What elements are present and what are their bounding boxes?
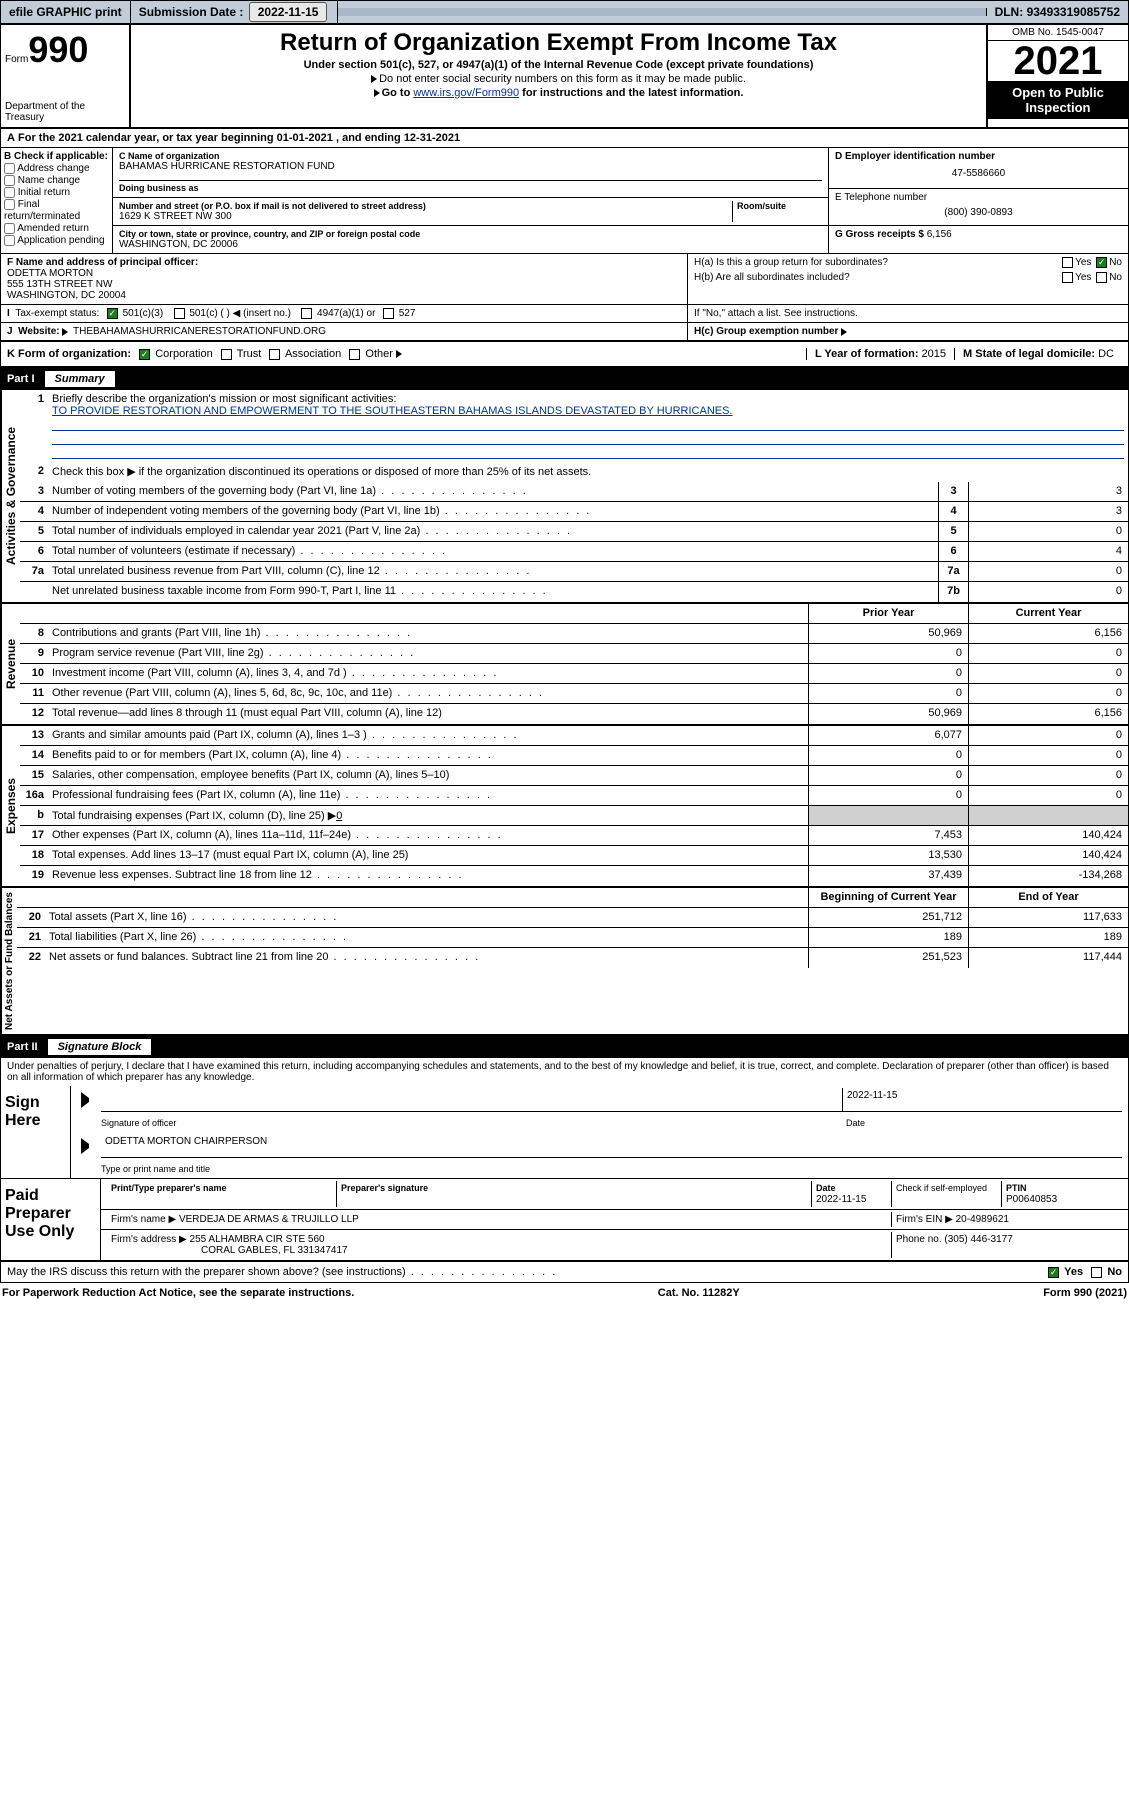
website: THEBAHAMASHURRICANERESTORATIONFUND.ORG — [73, 326, 326, 337]
section-netassets: Net Assets or Fund Balances Beginning of… — [1, 888, 1128, 1036]
chk-501c[interactable] — [174, 308, 185, 319]
chk-amended[interactable]: Amended return — [4, 223, 109, 234]
box-l: L Year of formation: 2015 — [806, 348, 954, 360]
discuss-no[interactable] — [1091, 1267, 1102, 1278]
signature-arrow-icon — [81, 1138, 97, 1154]
submission-date-button[interactable]: 2022-11-15 — [249, 2, 328, 22]
header-mid: Return of Organization Exempt From Incom… — [131, 25, 988, 127]
chk-trust[interactable] — [221, 349, 232, 360]
val-7a: 0 — [968, 562, 1128, 581]
chk-501c3[interactable] — [107, 308, 118, 319]
chk-app-pending[interactable]: Application pending — [4, 235, 109, 246]
header-right: OMB No. 1545-0047 2021 Open to Public In… — [988, 25, 1128, 127]
box-j: J Website: THEBAHAMASHURRICANERESTORATIO… — [1, 323, 688, 340]
firm-ein: 20-4989621 — [956, 1214, 1009, 1225]
org-street: 1629 K STREET NW 300 — [119, 211, 732, 222]
preparer-phone: (305) 446-3177 — [944, 1234, 1012, 1245]
tax-year: 2021 — [988, 41, 1128, 81]
chk-527[interactable] — [383, 308, 394, 319]
box-f: F Name and address of principal officer:… — [1, 254, 688, 304]
ein: 47-5586660 — [835, 162, 1122, 185]
box-b: B Check if applicable: Address change Na… — [1, 148, 113, 253]
section-revenue: Revenue Prior YearCurrent Year 8Contribu… — [1, 604, 1128, 726]
right-col: D Employer identification number 47-5586… — [828, 148, 1128, 253]
efile-header-bar: efile GRAPHIC print Submission Date : 20… — [0, 0, 1129, 24]
gross-receipts: 6,156 — [927, 229, 952, 240]
klm-row: K Form of organization: Corporation Trus… — [1, 342, 1128, 368]
chk-other[interactable] — [349, 349, 360, 360]
penalty-statement: Under penalties of perjury, I declare th… — [1, 1058, 1128, 1086]
paid-preparer-row: Paid Preparer Use Only Print/Type prepar… — [1, 1179, 1128, 1262]
chk-4947[interactable] — [301, 308, 312, 319]
chk-final-return[interactable]: Final return/terminated — [4, 199, 109, 221]
header-left: Form990 Department of the Treasury — [1, 25, 131, 127]
org-city: WASHINGTON, DC 20006 — [119, 239, 822, 250]
val-5: 0 — [968, 522, 1128, 541]
chk-name-change[interactable]: Name change — [4, 175, 109, 186]
period-line: A For the 2021 calendar year, or tax yea… — [1, 129, 1128, 148]
topbar-spacer — [338, 8, 986, 16]
vlabel-revenue: Revenue — [1, 604, 20, 724]
part2-header: Part II Signature Block — [1, 1036, 1128, 1058]
dept-treasury: Department of the Treasury — [5, 101, 125, 123]
val-6: 4 — [968, 542, 1128, 561]
box-i: I Tax-exempt status: 501(c)(3) 501(c) ( … — [1, 305, 688, 322]
phone: (800) 390-0893 — [835, 203, 1122, 222]
val-4: 3 — [968, 502, 1128, 521]
submission-cell: Submission Date : 2022-11-15 — [131, 1, 339, 23]
chk-address-change[interactable]: Address change — [4, 163, 109, 174]
sig-date: 2022-11-15 — [842, 1088, 1122, 1112]
discuss-row: May the IRS discuss this return with the… — [1, 1262, 1128, 1282]
chk-corp[interactable] — [139, 349, 150, 360]
box-k: K Form of organization: Corporation Trus… — [7, 348, 806, 360]
vlabel-netassets: Net Assets or Fund Balances — [1, 888, 17, 1034]
form-title: Return of Organization Exempt From Incom… — [139, 29, 978, 57]
section-governance: Activities & Governance 1 Briefly descri… — [1, 390, 1128, 604]
hb-no[interactable] — [1096, 272, 1107, 283]
i-row: I Tax-exempt status: 501(c)(3) 501(c) ( … — [1, 305, 1128, 323]
identity-grid: B Check if applicable: Address change Na… — [1, 148, 1128, 254]
discuss-yes[interactable] — [1048, 1267, 1059, 1278]
vlabel-expenses: Expenses — [1, 726, 20, 886]
hb-yes[interactable] — [1062, 272, 1073, 283]
vlabel-governance: Activities & Governance — [1, 390, 20, 602]
signature-arrow-icon — [81, 1092, 97, 1108]
sign-here-row: Sign Here 2022-11-15 Signature of office… — [1, 1086, 1128, 1179]
box-c: C Name of organization BAHAMAS HURRICANE… — [113, 148, 828, 253]
f-h-row: F Name and address of principal officer:… — [1, 254, 1128, 305]
open-inspection: Open to Public Inspection — [988, 81, 1128, 119]
page-footer: For Paperwork Reduction Act Notice, see … — [0, 1283, 1129, 1303]
officer-name: ODETTA MORTON CHAIRPERSON — [101, 1134, 1122, 1158]
form-subtitle: Under section 501(c), 527, or 4947(a)(1)… — [139, 59, 978, 71]
section-expenses: Expenses 13Grants and similar amounts pa… — [1, 726, 1128, 888]
box-h: H(a) Is this a group return for subordin… — [688, 254, 1128, 304]
form-header: Form990 Department of the Treasury Retur… — [1, 25, 1128, 129]
ptin: P00640853 — [1006, 1194, 1057, 1205]
val-3: 3 — [968, 482, 1128, 501]
chk-initial-return[interactable]: Initial return — [4, 187, 109, 198]
dln-value: 93493319085752 — [1027, 5, 1120, 19]
form-number: 990 — [28, 29, 88, 70]
mission: TO PROVIDE RESTORATION AND EMPOWERMENT T… — [52, 405, 733, 417]
firm-name: VERDEJA DE ARMAS & TRUJILLO LLP — [179, 1214, 359, 1225]
j-row: J Website: THEBAHAMASHURRICANERESTORATIO… — [1, 323, 1128, 342]
dln-cell: DLN: 93493319085752 — [987, 1, 1128, 23]
irs-link[interactable]: www.irs.gov/Form990 — [413, 87, 519, 99]
ha-no[interactable] — [1096, 257, 1107, 268]
org-name: BAHAMAS HURRICANE RESTORATION FUND — [119, 161, 822, 172]
ha-yes[interactable] — [1062, 257, 1073, 268]
val-7b: 0 — [968, 582, 1128, 602]
form-990: Form990 Department of the Treasury Retur… — [0, 24, 1129, 1283]
part1-header: Part I Summary — [1, 368, 1128, 390]
box-m: M State of legal domicile: DC — [954, 348, 1122, 360]
efile-label: efile GRAPHIC print — [1, 1, 131, 23]
chk-assoc[interactable] — [269, 349, 280, 360]
